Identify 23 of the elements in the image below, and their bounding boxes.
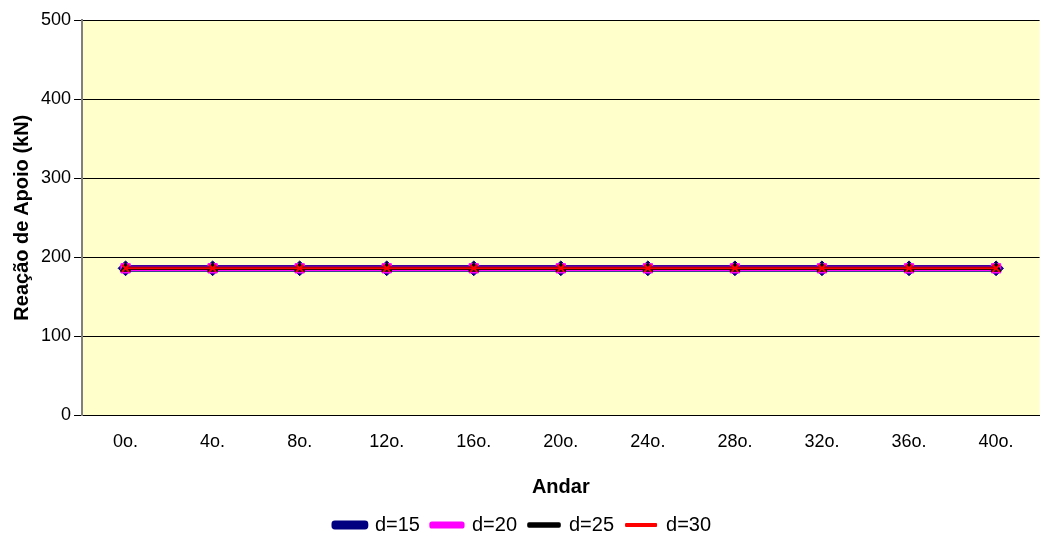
y-tick-label: 500 <box>40 8 72 29</box>
x-tick-label: 12o. <box>369 431 405 452</box>
x-tick-label: 28o. <box>717 431 753 452</box>
y-tick-label: 0 <box>61 404 72 425</box>
legend-label: d=20 <box>471 512 518 535</box>
y-tick-label: 400 <box>40 88 72 109</box>
legend-label: d=25 <box>569 512 615 535</box>
x-axis-title: Andar <box>531 474 590 497</box>
y-tick-label: 300 <box>40 167 72 188</box>
y-axis-title: Reação de Apoio (kN) <box>9 114 32 321</box>
x-tick-label: 20o. <box>543 431 579 452</box>
x-tick-label: 8o. <box>287 431 313 452</box>
x-tick-label: 4o. <box>200 431 226 452</box>
x-tick-label: 16o. <box>456 431 492 452</box>
x-tick-label: 36o. <box>891 431 927 452</box>
x-tick-label: 24o. <box>630 431 666 452</box>
legend-label: d=30 <box>666 512 712 535</box>
y-tick-label: 100 <box>40 325 72 346</box>
y-tick-label: 200 <box>40 246 72 267</box>
x-tick-label: 32o. <box>804 431 840 452</box>
x-tick-label: 0o. <box>113 431 139 452</box>
legend-label: d=15 <box>374 512 420 535</box>
x-tick-label: 40o. <box>978 431 1014 452</box>
